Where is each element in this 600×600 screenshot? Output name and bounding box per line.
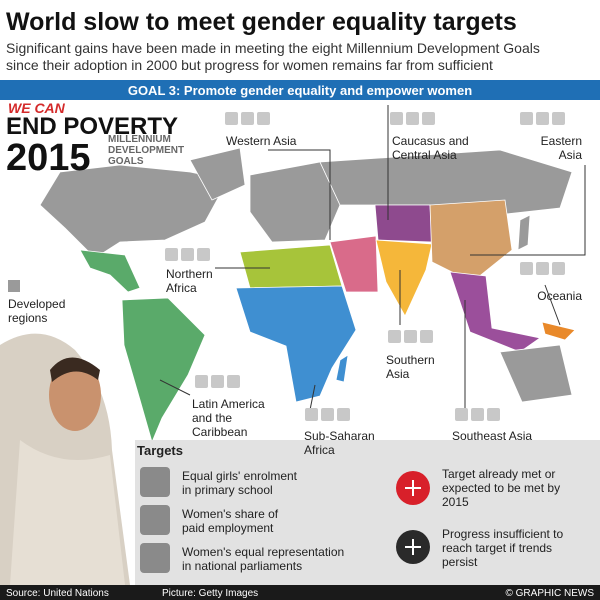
subtitle: Significant gains have been made in meet… bbox=[6, 40, 540, 56]
leader-line bbox=[309, 384, 316, 411]
footer-credit: © GRAPHIC NEWS bbox=[506, 588, 595, 599]
region-label: Central Asia bbox=[392, 148, 457, 162]
western-asia bbox=[329, 235, 379, 293]
central-america bbox=[79, 249, 141, 293]
region-label: Caucasus and bbox=[392, 134, 469, 148]
eastern-asia bbox=[429, 199, 513, 283]
target-text: in primary school bbox=[182, 483, 273, 497]
region-label: Caribbean bbox=[192, 425, 247, 439]
region-label: Latin America bbox=[192, 397, 265, 411]
portrait bbox=[0, 333, 130, 585]
greenland bbox=[189, 147, 246, 201]
key-plus bbox=[405, 480, 421, 496]
logo-tagline: DEVELOPMENT bbox=[108, 145, 184, 156]
leader-line bbox=[544, 284, 561, 326]
footer-picture: Picture: Getty Images bbox=[162, 588, 258, 599]
logo-headline: END POVERTY bbox=[6, 113, 178, 140]
madagascar bbox=[335, 354, 349, 383]
goal-banner-text: GOAL 3: Promote gender equality and empo… bbox=[128, 83, 472, 98]
footer-source: Source: United Nations bbox=[6, 588, 109, 599]
region-label: Western Asia bbox=[226, 134, 297, 148]
title: World slow to meet gender equality targe… bbox=[6, 8, 517, 36]
target-text: Women's share of bbox=[182, 507, 279, 521]
region-label: and the bbox=[192, 411, 232, 425]
leaders bbox=[159, 105, 586, 421]
logo-slogan: WE CAN bbox=[8, 100, 66, 116]
key-text: Target already met or bbox=[442, 467, 555, 481]
leader-line bbox=[470, 165, 586, 256]
footer bbox=[0, 585, 600, 600]
central-asia bbox=[374, 204, 433, 243]
north-america bbox=[39, 164, 229, 259]
developed-label: regions bbox=[8, 311, 47, 325]
sub-saharan-africa bbox=[235, 285, 357, 403]
icon-dollar bbox=[140, 505, 170, 535]
target-text: paid employment bbox=[182, 521, 274, 535]
world-map bbox=[39, 147, 576, 444]
region-label: Africa bbox=[166, 281, 197, 295]
key-text: 2015 bbox=[442, 495, 469, 509]
south-america bbox=[121, 297, 206, 444]
region-label: Asia bbox=[386, 367, 410, 381]
leader-line bbox=[268, 149, 331, 240]
subtitle: since their adoption in 2000 but progres… bbox=[6, 57, 493, 73]
targets-panel bbox=[135, 440, 600, 585]
icon-parliament bbox=[140, 543, 170, 573]
logo-tagline: MILLENNIUM bbox=[108, 134, 171, 145]
target-text: in national parliaments bbox=[182, 559, 302, 573]
region-label: Northern bbox=[166, 267, 213, 281]
target-text: Women's equal representation bbox=[182, 545, 344, 559]
australia bbox=[499, 344, 573, 403]
icon-book bbox=[140, 467, 170, 497]
region-label: Oceania bbox=[537, 289, 582, 303]
key-text: persist bbox=[442, 555, 478, 569]
key-text: reach target if trends bbox=[442, 541, 552, 555]
japan bbox=[517, 214, 531, 251]
leader-line bbox=[159, 379, 191, 396]
region-label: Southern bbox=[386, 353, 435, 367]
logo-tagline: GOALS bbox=[108, 156, 144, 167]
region-label: Eastern bbox=[541, 134, 582, 148]
key-text: expected to be met by bbox=[442, 481, 560, 495]
key-text: Progress insufficient to bbox=[442, 527, 563, 541]
developed-swatch bbox=[8, 280, 20, 292]
key-plus bbox=[405, 539, 421, 555]
logo-year: 2015 bbox=[6, 137, 91, 179]
indicator-icons bbox=[165, 112, 565, 421]
developed-label: Developed bbox=[8, 297, 65, 311]
southern-asia bbox=[375, 239, 433, 317]
region-label: Africa bbox=[304, 443, 335, 457]
oceania-islands bbox=[541, 321, 576, 341]
goal-banner bbox=[0, 80, 600, 100]
targets-title: Targets bbox=[137, 443, 183, 458]
region-label: Sub-Saharan bbox=[304, 429, 375, 443]
northern-africa bbox=[239, 244, 343, 289]
southeast-asia bbox=[449, 271, 541, 353]
region-label: Southeast Asia bbox=[452, 429, 532, 443]
region-label: Asia bbox=[559, 148, 583, 162]
target-text: Equal girls' enrolment bbox=[182, 469, 298, 483]
